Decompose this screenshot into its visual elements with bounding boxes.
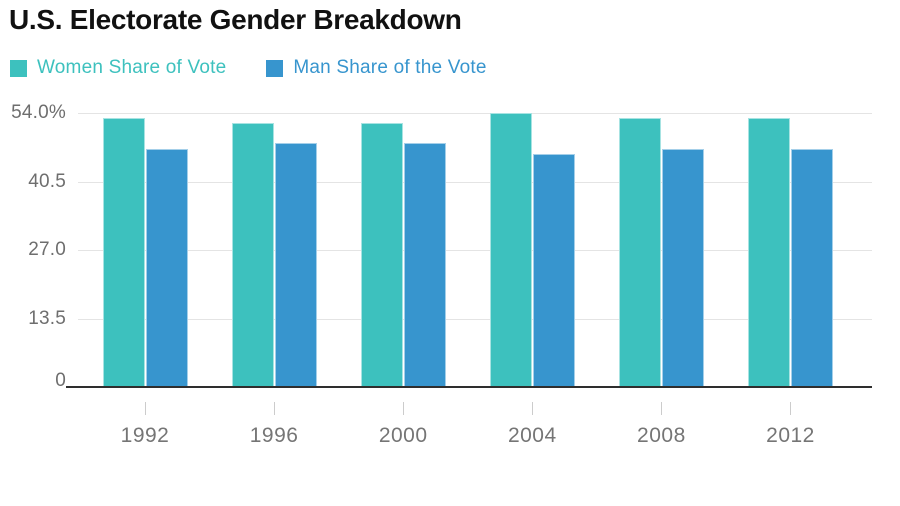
x-tick-2012 — [790, 402, 791, 415]
legend-item-women: Women Share of Vote — [10, 57, 226, 79]
legend-label-women: Women Share of Vote — [37, 57, 227, 78]
x-axis-label-2004: 2004 — [507, 424, 557, 447]
legend-item-men: Man Share of the Vote — [266, 57, 486, 79]
y-axis-label: 0 — [55, 370, 66, 391]
bar-men-1996 — [274, 143, 317, 387]
x-tick-1992 — [144, 402, 146, 415]
legend-label-men: Man Share of the Vote — [293, 57, 487, 78]
gridline — [78, 249, 872, 251]
x-tick-2000 — [402, 402, 404, 415]
x-axis-line — [66, 386, 872, 388]
bar-men-2000 — [403, 143, 446, 387]
x-axis-label-2008: 2008 — [637, 424, 686, 447]
gridline — [78, 181, 872, 183]
y-axis-label: 40.5 — [28, 171, 66, 192]
bar-women-2000 — [360, 123, 403, 387]
bar-women-1992 — [102, 118, 145, 387]
y-axis-label: 13.5 — [28, 308, 66, 329]
gridline — [78, 318, 872, 320]
x-axis-label-2012: 2012 — [766, 424, 815, 447]
x-axis-label-1992: 1992 — [120, 424, 170, 447]
bar-men-2012 — [791, 149, 833, 387]
bar-women-2012 — [748, 118, 790, 387]
y-axis-label: 54.0% — [11, 102, 66, 123]
x-tick-2008 — [660, 402, 662, 415]
bar-women-1996 — [231, 123, 274, 387]
x-axis-label-1996: 1996 — [249, 424, 299, 447]
bar-men-1992 — [145, 149, 188, 387]
legend-swatch-women-icon — [10, 59, 27, 77]
legend-swatch-men-icon — [266, 59, 284, 77]
x-tick-1996 — [273, 402, 275, 415]
chart-title: U.S. Electorate Gender Breakdown — [9, 4, 462, 35]
bar-women-2008 — [618, 118, 661, 387]
gridline — [78, 112, 872, 114]
bar-men-2008 — [661, 149, 704, 387]
x-axis-label-2000: 2000 — [378, 424, 428, 447]
bar-women-2004 — [489, 113, 532, 387]
x-tick-2004 — [531, 402, 533, 415]
bar-men-2004 — [532, 154, 575, 387]
legend: Women Share of Vote Man Share of the Vot… — [10, 57, 487, 79]
y-axis-label: 27.0 — [28, 239, 66, 260]
